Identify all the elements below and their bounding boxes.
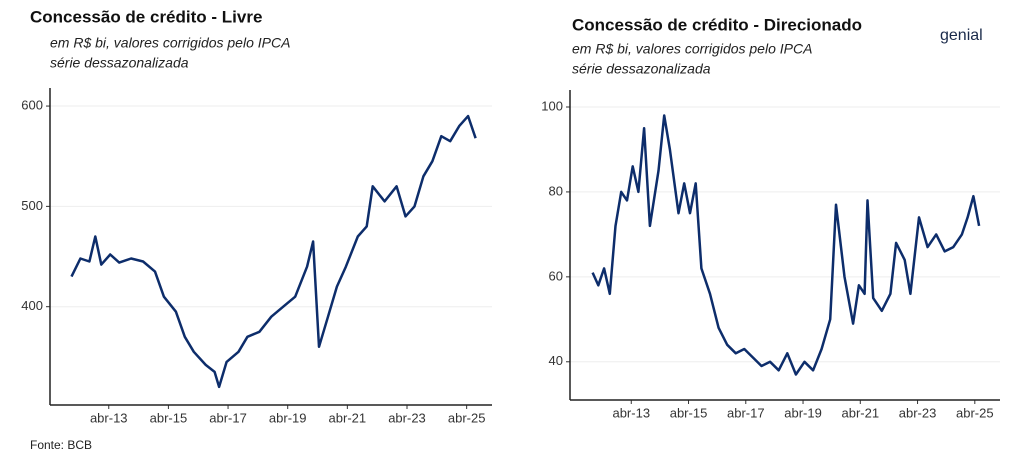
logo: genial — [940, 27, 983, 44]
x-tick-label: abr-19 — [784, 405, 822, 420]
y-tick-label: 60 — [549, 268, 563, 283]
x-tick-label: abr-23 — [388, 410, 426, 425]
x-tick-label: abr-19 — [269, 410, 307, 425]
x-tick-label: abr-15 — [150, 410, 188, 425]
chart-title: Concessão de crédito - Direcionado — [572, 15, 862, 34]
y-tick-label: 400 — [21, 298, 43, 313]
x-tick-label: abr-25 — [448, 410, 486, 425]
chart-subtitle: em R$ bi, valores corrigidos pelo IPCA — [50, 35, 290, 51]
chart-title: Concessão de crédito - Livre — [30, 7, 262, 26]
source: Fonte: BCB — [30, 438, 92, 452]
x-tick-label: abr-15 — [670, 405, 708, 420]
y-tick-label: 80 — [549, 183, 563, 198]
y-tick-label: 600 — [21, 97, 43, 112]
x-tick-label: abr-21 — [329, 410, 367, 425]
data-line — [591, 114, 981, 376]
x-tick-label: abr-13 — [612, 405, 650, 420]
y-tick-label: 500 — [21, 198, 43, 213]
y-tick-label: 40 — [549, 353, 563, 368]
chart-subtitle: série dessazonalizada — [50, 55, 189, 71]
x-tick-label: abr-13 — [90, 410, 128, 425]
x-tick-label: abr-17 — [209, 410, 247, 425]
chart-subtitle: em R$ bi, valores corrigidos pelo IPCA — [572, 41, 812, 57]
x-tick-label: abr-17 — [727, 405, 765, 420]
data-line — [70, 114, 477, 389]
x-tick-label: abr-21 — [842, 405, 880, 420]
chart-subtitle: série dessazonalizada — [572, 61, 711, 77]
x-tick-label: abr-23 — [899, 405, 937, 420]
y-tick-label: 100 — [541, 98, 563, 113]
x-tick-label: abr-25 — [956, 405, 994, 420]
